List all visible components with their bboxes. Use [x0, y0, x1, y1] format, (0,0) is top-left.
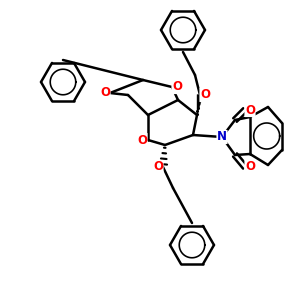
Text: O: O — [100, 86, 110, 100]
Text: O: O — [245, 160, 255, 173]
Text: N: N — [217, 130, 227, 143]
Text: O: O — [245, 103, 255, 116]
Text: O: O — [200, 88, 210, 101]
Text: O: O — [172, 80, 182, 94]
Text: O: O — [137, 134, 147, 146]
Text: O: O — [153, 160, 163, 173]
Polygon shape — [197, 94, 203, 115]
